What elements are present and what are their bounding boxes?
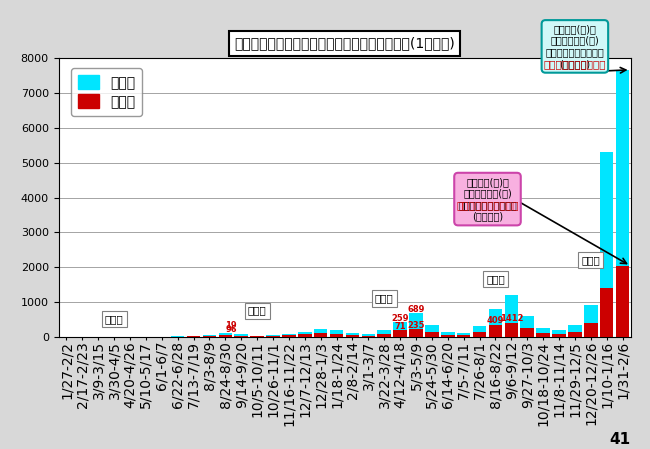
Bar xyxy=(266,336,280,337)
Bar xyxy=(616,266,629,337)
Bar xyxy=(393,322,407,337)
Text: 第５波: 第５波 xyxy=(581,255,600,265)
Text: 1412: 1412 xyxy=(500,314,523,323)
Bar xyxy=(250,336,264,337)
Text: 235: 235 xyxy=(408,321,424,330)
Bar xyxy=(314,329,328,337)
Text: 259: 259 xyxy=(391,314,409,323)
Text: 71: 71 xyxy=(395,322,406,331)
Bar xyxy=(378,334,391,337)
Bar xyxy=(457,335,471,337)
Bar xyxy=(552,330,566,337)
Bar xyxy=(457,333,471,337)
Bar xyxy=(536,333,550,337)
Bar xyxy=(584,305,597,337)
Bar xyxy=(266,335,280,337)
Bar xyxy=(298,331,311,337)
Text: 第４波: 第４波 xyxy=(486,274,505,284)
Bar xyxy=(298,334,311,337)
Text: 689: 689 xyxy=(408,305,424,314)
Bar xyxy=(441,331,454,337)
Legend: 奈良県, 奈良市: 奈良県, 奈良市 xyxy=(71,68,142,116)
Bar xyxy=(504,322,518,337)
Bar xyxy=(361,334,375,337)
Bar xyxy=(489,309,502,337)
Bar xyxy=(330,334,343,337)
Bar xyxy=(235,335,248,337)
Bar xyxy=(346,333,359,337)
Bar xyxy=(282,334,296,337)
Bar xyxy=(521,328,534,337)
Bar xyxy=(361,335,375,337)
Text: 奈良県：７，６７２人: 奈良県：７，６７２人 xyxy=(543,35,606,69)
Bar xyxy=(441,335,454,337)
Text: ２月７日(月)〜
　２月１３日(日)
奈良市：２，０３７人
(過去最多): ２月７日(月)〜 ２月１３日(日) 奈良市：２，０３７人 (過去最多) xyxy=(458,177,517,221)
Text: 第３波: 第３波 xyxy=(375,294,394,304)
Bar xyxy=(203,336,216,337)
Bar xyxy=(410,313,422,337)
Bar xyxy=(378,330,391,337)
Bar xyxy=(600,288,614,337)
Bar xyxy=(504,295,518,337)
Bar xyxy=(250,336,264,337)
Bar xyxy=(521,316,534,337)
Bar xyxy=(568,325,582,337)
Bar xyxy=(203,335,216,337)
Bar xyxy=(552,335,566,337)
Text: 奈良市：２，０３７人: 奈良市：２，０３７人 xyxy=(456,177,519,210)
Bar xyxy=(473,326,486,337)
Bar xyxy=(218,334,232,337)
Bar xyxy=(425,331,439,337)
Bar xyxy=(235,335,248,337)
Bar xyxy=(218,335,232,337)
Bar xyxy=(489,325,502,337)
Bar xyxy=(584,323,597,337)
Bar xyxy=(473,332,486,337)
Text: ２月７日(月)〜
　２月１３日(日)
奈良県：７，６７２人
(過去最多): ２月７日(月)〜 ２月１３日(日) 奈良県：７，６７２人 (過去最多) xyxy=(545,24,605,69)
Bar xyxy=(282,335,296,337)
Bar xyxy=(410,329,422,337)
Bar xyxy=(330,330,343,337)
Text: 第２波: 第２波 xyxy=(248,306,266,316)
Bar xyxy=(187,336,200,337)
Bar xyxy=(425,325,439,337)
Text: 第１波: 第１波 xyxy=(105,314,124,324)
Bar xyxy=(568,332,582,337)
Bar xyxy=(536,328,550,337)
Title: 奈良県及び奈良市における新規陽性者数の推移(1波から): 奈良県及び奈良市における新規陽性者数の推移(1波から) xyxy=(234,36,455,50)
Text: 96: 96 xyxy=(226,325,237,334)
Bar xyxy=(600,152,614,337)
Text: 41: 41 xyxy=(610,432,630,447)
Text: 19: 19 xyxy=(226,321,237,330)
Bar xyxy=(616,70,629,337)
Bar xyxy=(314,333,328,337)
Text: 409: 409 xyxy=(487,316,504,325)
Bar xyxy=(393,330,407,337)
Bar xyxy=(346,335,359,337)
